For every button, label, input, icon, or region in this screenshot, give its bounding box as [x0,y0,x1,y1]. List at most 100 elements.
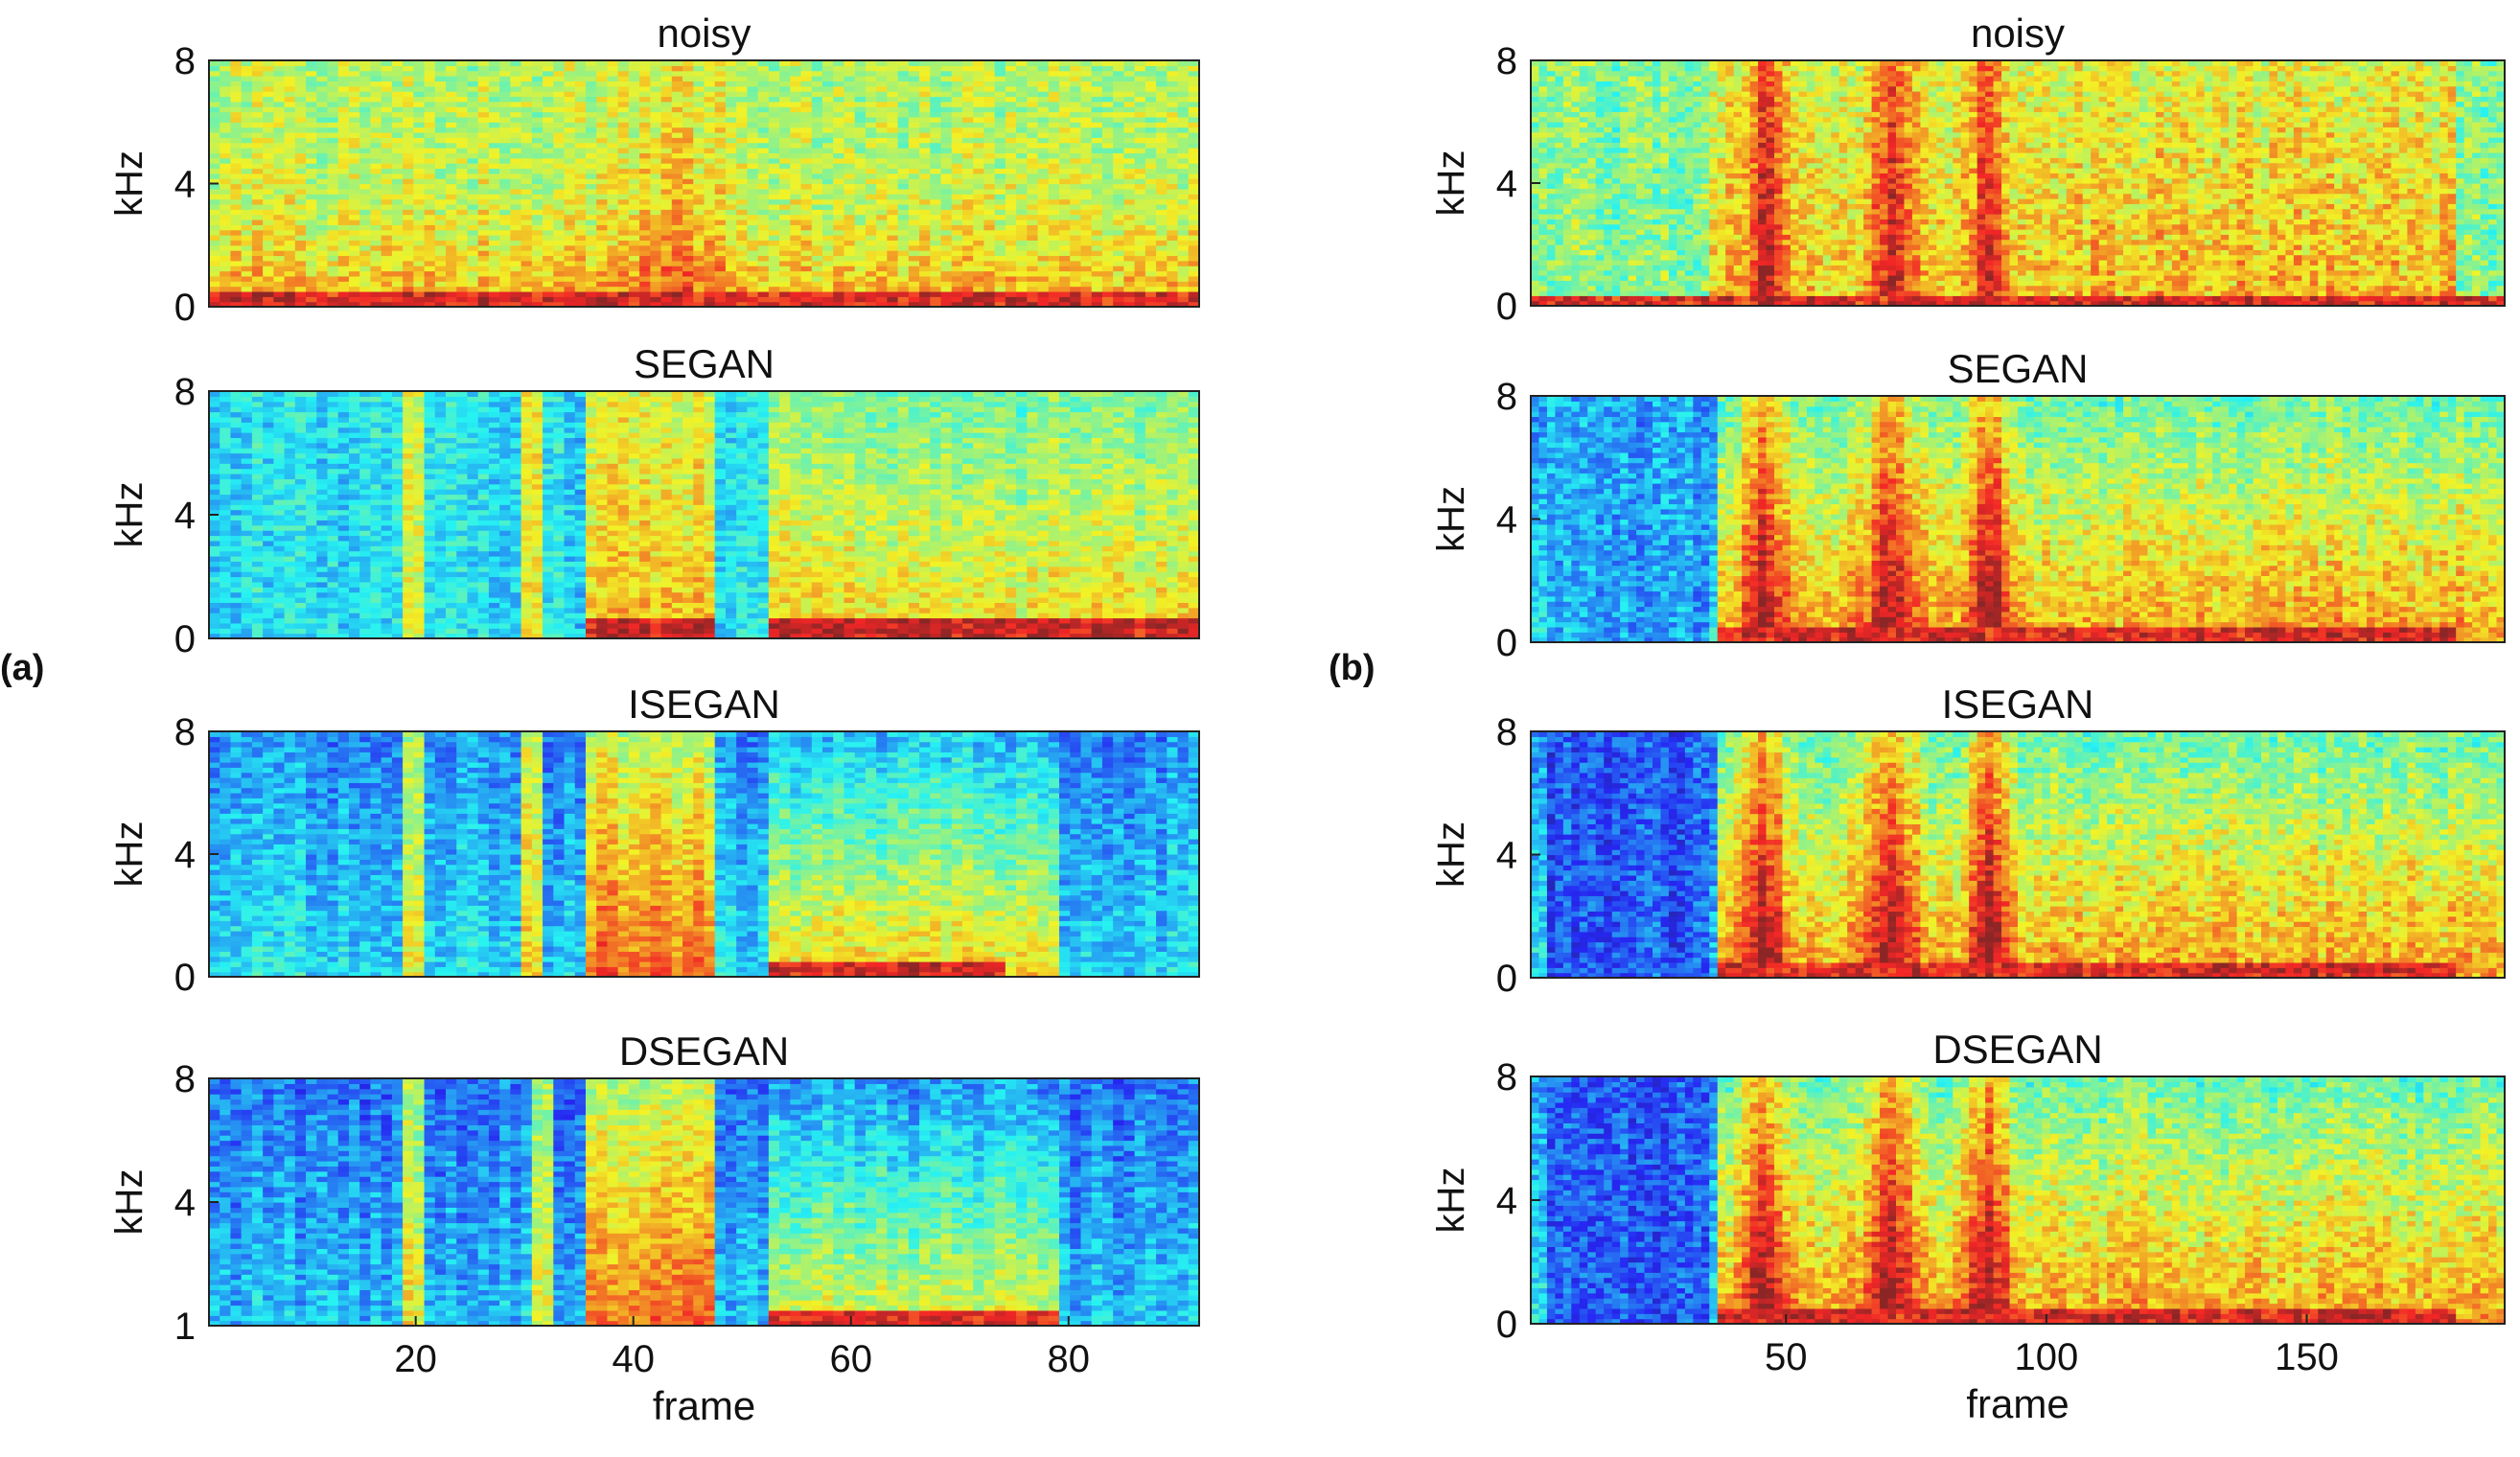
heatmap-cell [392,102,404,107]
heatmap-cell [338,148,350,153]
heatmap-cell [220,255,231,261]
heatmap-cell [285,102,296,107]
heatmap-cell [263,224,274,230]
heatmap-cell [349,152,360,158]
heatmap-cell [328,271,339,277]
heatmap-cell [359,65,371,71]
heatmap-cell [370,235,381,241]
heatmap-cell [338,96,350,102]
heatmap-cell [242,245,253,251]
heatmap-cell [220,281,231,287]
heatmap-cell [209,96,220,102]
heatmap-cell [349,189,360,195]
heatmap-cell [328,230,339,236]
heatmap-cell [306,224,317,230]
heatmap-cell [306,148,317,153]
heatmap-cell [392,106,404,112]
heatmap-cell [263,96,274,102]
heatmap-cell [263,194,274,199]
heatmap-cell [359,266,371,271]
heatmap-cell [381,137,393,143]
heatmap-cell [349,215,360,220]
heatmap-cell [263,245,274,251]
heatmap-cell [242,230,253,236]
heatmap-cell [359,189,371,195]
heatmap-cell [381,81,393,86]
heatmap-cell [413,199,425,205]
heatmap-cell [209,91,220,97]
heatmap-cell [209,281,220,287]
heatmap-cell [306,143,317,149]
heatmap-cell [370,65,381,71]
heatmap-cell [285,137,296,143]
spectrogram-noisy-a: noisykHz048 [108,11,1200,329]
heatmap-cell [413,230,425,236]
heatmap-cell [403,250,414,256]
heatmap-cell [349,220,360,225]
heatmap-cell [230,276,242,282]
heatmap-cell [209,143,220,149]
heatmap-cell [413,215,425,220]
heatmap-cell [328,240,339,245]
heatmap-cell [316,122,328,127]
heatmap-cell [359,199,371,205]
heatmap-cell [306,137,317,143]
heatmap-cell [381,189,393,195]
heatmap-cell [381,65,393,71]
heatmap-cell [349,117,360,123]
heatmap-cell [359,240,371,245]
heatmap-cell [252,296,264,302]
heatmap-cell [392,261,404,266]
heatmap-cell [252,271,264,277]
heatmap-cell [295,117,307,123]
heatmap-cell [209,127,220,133]
heatmap-cell [381,204,393,210]
heatmap-cell [370,112,381,118]
heatmap-cell [328,152,339,158]
heatmap-cell [328,117,339,123]
heatmap-cell [316,86,328,92]
heatmap-cell [349,173,360,179]
heatmap-cell [370,152,381,158]
heatmap-cell [370,215,381,220]
heatmap-cell [242,281,253,287]
heatmap-cell [242,276,253,282]
heatmap-cell [252,245,264,251]
heatmap-cell [242,266,253,271]
heatmap-cell [392,173,404,179]
heatmap-cell [381,245,393,251]
heatmap-cell [359,184,371,190]
heatmap-cell [316,143,328,149]
heatmap-cell [403,117,414,123]
heatmap-cell [220,271,231,277]
heatmap-cell [349,240,360,245]
heatmap-cell [209,65,220,71]
heatmap-cell [220,261,231,266]
heatmap-cell [295,76,307,81]
heatmap-cell [242,261,253,266]
heatmap-cell [285,71,296,77]
heatmap-cell [328,184,339,190]
heatmap-cell [370,296,381,302]
heatmap-cell [359,122,371,127]
heatmap-cell [285,65,296,71]
heatmap-cell [273,291,285,297]
heatmap-cell [295,296,307,302]
heatmap-cell [328,168,339,173]
heatmap-cell [306,271,317,277]
heatmap-cell [285,215,296,220]
heatmap-cell [392,224,404,230]
heatmap-cell [403,127,414,133]
heatmap-cell [209,148,220,153]
heatmap-cell [220,137,231,143]
heatmap-cell [263,215,274,220]
heatmap-cell [263,296,274,302]
heatmap-cell [209,261,220,266]
heatmap-cell [316,209,328,215]
heatmap-cell [242,117,253,123]
heatmap-cell [306,65,317,71]
heatmap-cell [220,106,231,112]
heatmap-cell [413,287,425,292]
heatmap-cell [273,132,285,138]
heatmap-cell [316,96,328,102]
